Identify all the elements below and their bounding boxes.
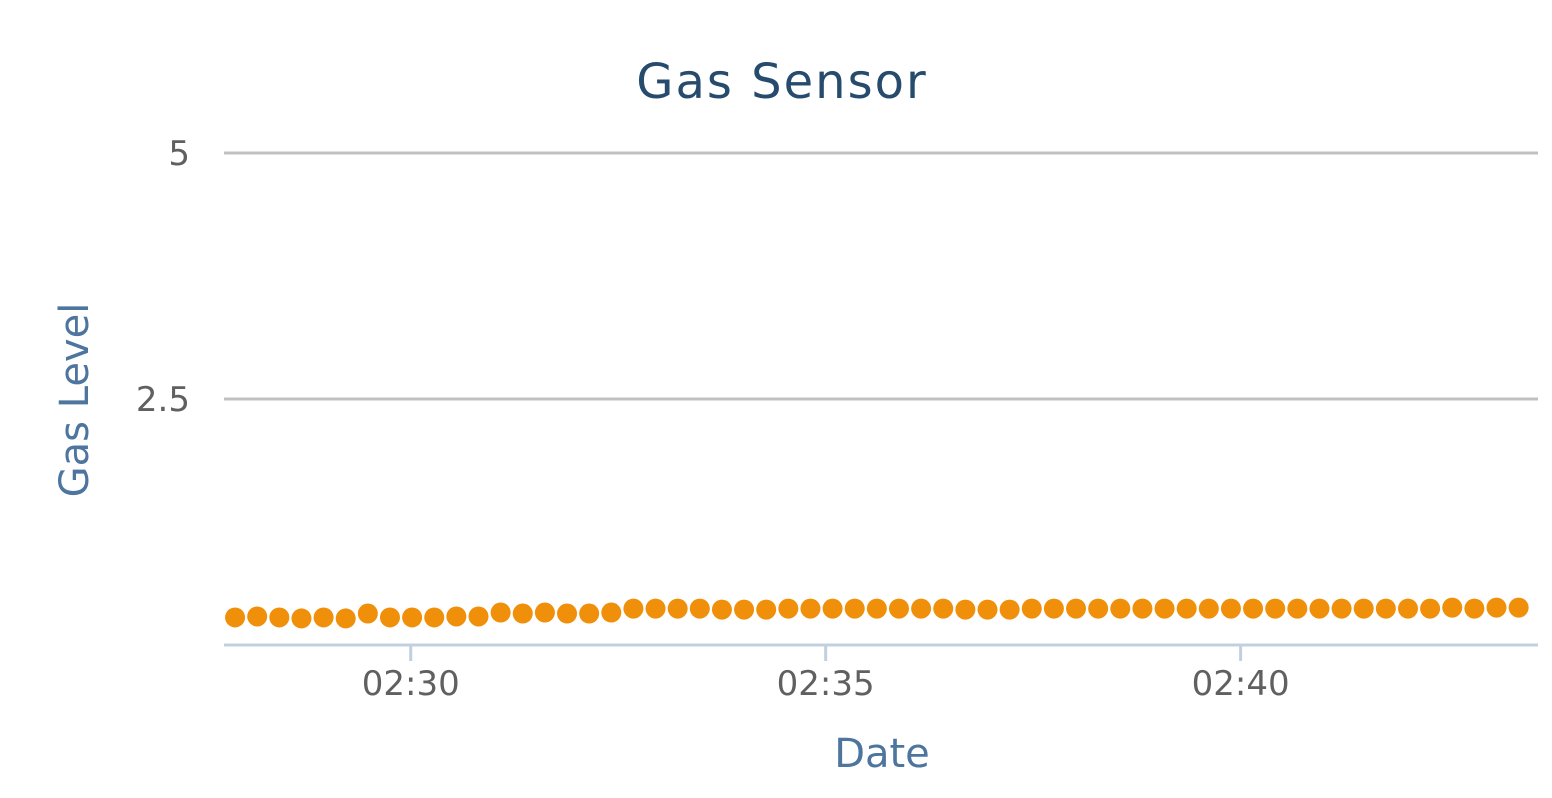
data-point[interactable] <box>866 598 887 619</box>
data-point[interactable] <box>1309 598 1330 619</box>
data-point[interactable] <box>911 598 932 619</box>
x-ticks: 02:30 02:35 02:40 <box>362 645 1290 704</box>
data-point[interactable] <box>844 598 865 619</box>
data-point[interactable] <box>1353 598 1374 619</box>
data-point[interactable] <box>645 598 666 619</box>
data-point[interactable] <box>1110 598 1131 619</box>
data-point[interactable] <box>1021 598 1042 619</box>
data-point[interactable] <box>313 607 334 628</box>
data-point[interactable] <box>1442 597 1463 618</box>
y-tick-label: 5 <box>168 134 190 174</box>
data-point[interactable] <box>1331 598 1352 619</box>
data-point[interactable] <box>1176 598 1197 619</box>
data-point[interactable] <box>1043 598 1064 619</box>
data-point[interactable] <box>1088 598 1109 619</box>
data-point[interactable] <box>1486 597 1507 618</box>
data-point[interactable] <box>1154 598 1175 619</box>
data-point[interactable] <box>225 607 246 628</box>
data-point[interactable] <box>734 599 755 620</box>
data-point[interactable] <box>756 599 777 620</box>
data-point[interactable] <box>601 602 622 623</box>
data-point[interactable] <box>1375 598 1396 619</box>
x-tick-label: 02:30 <box>362 664 460 704</box>
data-point[interactable] <box>490 602 511 623</box>
data-point[interactable] <box>1132 598 1153 619</box>
data-point[interactable] <box>888 598 909 619</box>
data-point[interactable] <box>822 598 843 619</box>
y-tick-label: 2.5 <box>136 380 190 420</box>
data-point[interactable] <box>402 607 423 628</box>
data-point[interactable] <box>1464 598 1485 619</box>
data-point[interactable] <box>1066 598 1087 619</box>
y-gridlines <box>224 151 1538 401</box>
data-point[interactable] <box>1397 598 1418 619</box>
data-point[interactable] <box>247 606 268 627</box>
data-point[interactable] <box>1220 598 1241 619</box>
data-point[interactable] <box>1420 598 1441 619</box>
data-point[interactable] <box>933 598 954 619</box>
data-point[interactable] <box>623 598 644 619</box>
data-point[interactable] <box>446 606 467 627</box>
data-point[interactable] <box>977 599 998 620</box>
data-point[interactable] <box>955 599 976 620</box>
y-axis-title: Gas Level <box>52 303 98 498</box>
x-axis-title: Date <box>834 731 930 777</box>
data-point[interactable] <box>557 603 578 624</box>
data-point[interactable] <box>357 603 378 624</box>
data-point[interactable] <box>778 598 799 619</box>
data-point[interactable] <box>534 602 555 623</box>
data-point[interactable] <box>424 607 445 628</box>
chart-title: Gas Sensor <box>636 54 927 110</box>
data-point[interactable] <box>1265 598 1286 619</box>
data-point[interactable] <box>999 599 1020 620</box>
data-point[interactable] <box>512 603 533 624</box>
data-point[interactable] <box>711 599 732 620</box>
x-tick-label: 02:35 <box>777 664 875 704</box>
data-point[interactable] <box>379 607 400 628</box>
x-tick-label: 02:40 <box>1192 664 1290 704</box>
data-point[interactable] <box>579 603 600 624</box>
data-points <box>225 597 1529 629</box>
data-point[interactable] <box>269 607 290 628</box>
y-tick-labels: 2.55 <box>136 134 190 420</box>
data-point[interactable] <box>800 598 821 619</box>
data-point[interactable] <box>1287 598 1308 619</box>
data-point[interactable] <box>1508 597 1529 618</box>
data-point[interactable] <box>667 598 688 619</box>
data-point[interactable] <box>335 608 356 629</box>
data-point[interactable] <box>1198 598 1219 619</box>
data-point[interactable] <box>291 608 312 629</box>
data-point[interactable] <box>468 606 489 627</box>
data-point[interactable] <box>689 598 710 619</box>
data-point[interactable] <box>1243 598 1264 619</box>
